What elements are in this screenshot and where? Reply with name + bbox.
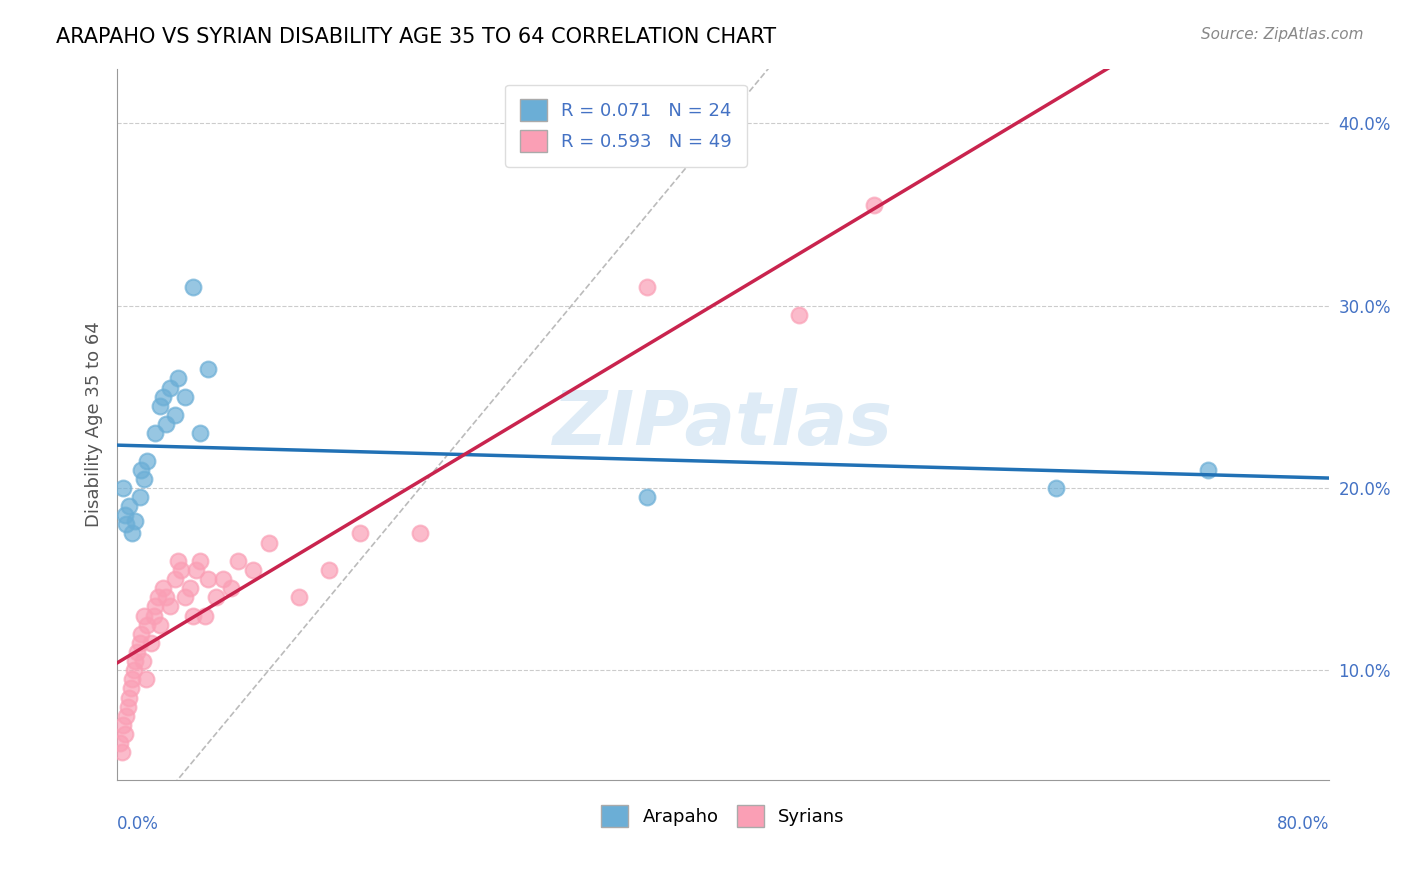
- Point: [118, 690, 141, 705]
- Point: [125, 645, 148, 659]
- Point: [134, 608, 156, 623]
- Point: [136, 617, 159, 632]
- Point: [184, 563, 207, 577]
- Point: [114, 508, 136, 523]
- Point: [112, 481, 135, 495]
- Point: [197, 572, 219, 586]
- Point: [636, 280, 658, 294]
- Point: [349, 526, 371, 541]
- Point: [166, 371, 188, 385]
- Point: [179, 581, 201, 595]
- Point: [143, 599, 166, 614]
- Point: [181, 608, 204, 623]
- Point: [1045, 481, 1067, 495]
- Point: [152, 390, 174, 404]
- Text: 80.0%: 80.0%: [1277, 815, 1329, 833]
- Point: [118, 499, 141, 513]
- Point: [194, 608, 217, 623]
- Text: 0.0%: 0.0%: [117, 815, 159, 833]
- Point: [129, 636, 152, 650]
- Point: [204, 591, 226, 605]
- Point: [131, 626, 153, 640]
- Point: [121, 673, 143, 687]
- Point: [174, 591, 197, 605]
- Point: [149, 399, 172, 413]
- Point: [136, 453, 159, 467]
- Point: [129, 490, 152, 504]
- Point: [197, 362, 219, 376]
- Point: [122, 663, 145, 677]
- Point: [409, 526, 432, 541]
- Point: [155, 417, 177, 431]
- Point: [159, 599, 181, 614]
- Point: [257, 535, 280, 549]
- Point: [117, 699, 139, 714]
- Point: [132, 654, 155, 668]
- Point: [114, 727, 136, 741]
- Point: [636, 490, 658, 504]
- Point: [787, 308, 810, 322]
- Point: [115, 517, 138, 532]
- Point: [124, 514, 146, 528]
- Point: [139, 636, 162, 650]
- Legend: Arapaho, Syrians: Arapaho, Syrians: [593, 798, 852, 835]
- Point: [190, 426, 212, 441]
- Point: [135, 673, 157, 687]
- Point: [181, 280, 204, 294]
- Point: [115, 708, 138, 723]
- Point: [228, 554, 250, 568]
- Point: [242, 563, 264, 577]
- Point: [1197, 463, 1219, 477]
- Text: ZIPatlas: ZIPatlas: [553, 387, 893, 460]
- Point: [166, 554, 188, 568]
- Point: [120, 681, 142, 696]
- Text: ARAPAHO VS SYRIAN DISABILITY AGE 35 TO 64 CORRELATION CHART: ARAPAHO VS SYRIAN DISABILITY AGE 35 TO 6…: [56, 27, 776, 46]
- Point: [121, 526, 143, 541]
- Point: [190, 554, 212, 568]
- Point: [110, 736, 132, 750]
- Point: [155, 591, 177, 605]
- Point: [170, 563, 193, 577]
- Point: [219, 581, 242, 595]
- Y-axis label: Disability Age 35 to 64: Disability Age 35 to 64: [86, 321, 103, 527]
- Point: [863, 198, 886, 212]
- Point: [174, 390, 197, 404]
- Point: [111, 745, 134, 759]
- Text: Source: ZipAtlas.com: Source: ZipAtlas.com: [1201, 27, 1364, 42]
- Point: [159, 381, 181, 395]
- Point: [134, 472, 156, 486]
- Point: [212, 572, 235, 586]
- Point: [146, 591, 169, 605]
- Point: [112, 718, 135, 732]
- Point: [142, 608, 165, 623]
- Point: [163, 408, 186, 422]
- Point: [124, 654, 146, 668]
- Point: [163, 572, 186, 586]
- Point: [152, 581, 174, 595]
- Point: [318, 563, 340, 577]
- Point: [149, 617, 172, 632]
- Point: [131, 463, 153, 477]
- Point: [143, 426, 166, 441]
- Point: [288, 591, 311, 605]
